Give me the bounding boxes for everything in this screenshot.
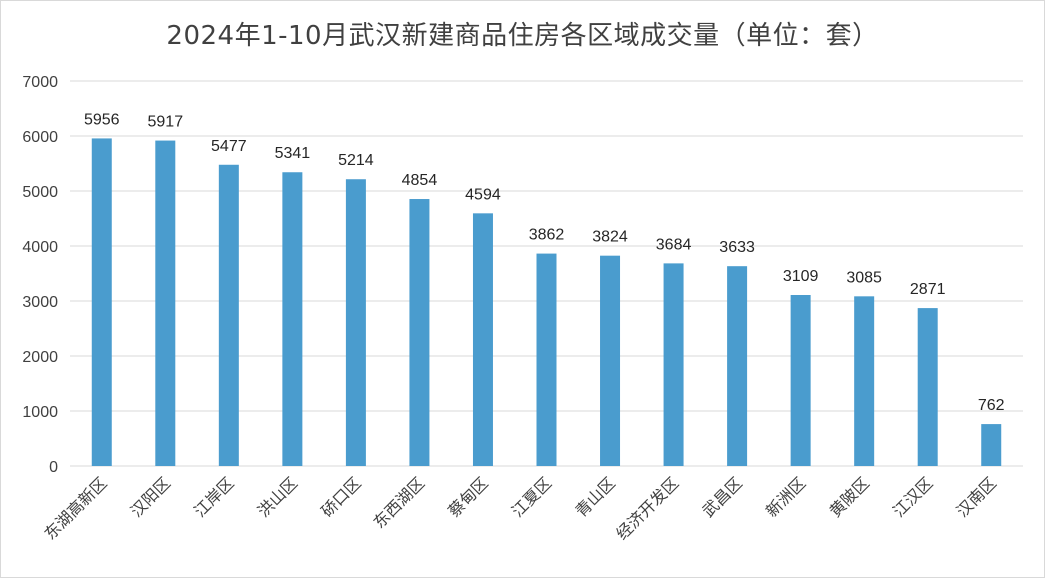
y-tick-label: 0 <box>49 459 58 476</box>
bar-value-label: 2871 <box>910 281 946 298</box>
y-tick-label: 2000 <box>22 349 58 366</box>
bar <box>727 266 748 466</box>
bars <box>91 138 1002 467</box>
x-category-label: 蔡甸区 <box>444 473 491 520</box>
x-category-label: 经济开发区 <box>612 473 682 543</box>
bar <box>91 138 112 467</box>
x-category-label: 东湖高新区 <box>41 473 111 543</box>
y-tick-label: 1000 <box>22 404 58 421</box>
bar <box>790 295 811 466</box>
chart-title: 2024年1-10月武汉新建商品住房各区域成交量（单位：套） <box>166 21 879 51</box>
bar-value-label: 3824 <box>592 229 628 246</box>
bar <box>600 255 621 466</box>
y-tick-label: 5000 <box>22 184 58 201</box>
bar <box>282 172 303 466</box>
bar-value-label: 3109 <box>783 268 819 285</box>
y-tick-label: 7000 <box>22 74 58 91</box>
bar <box>981 424 1002 466</box>
bar <box>472 213 493 466</box>
bar-value-label: 5214 <box>338 152 374 169</box>
x-category-label: 黄陂区 <box>826 473 873 520</box>
bar <box>536 253 557 466</box>
y-axis-ticks: 0 1000 2000 3000 4000 5000 6000 7000 <box>22 74 58 476</box>
x-category-label: 汉南区 <box>953 473 1000 520</box>
x-category-label: 硚口区 <box>317 473 364 520</box>
x-category-label: 汉阳区 <box>127 473 174 520</box>
bar-value-label: 4594 <box>465 186 501 203</box>
x-category-label: 新洲区 <box>762 473 809 520</box>
bar-value-label: 5956 <box>84 111 120 128</box>
y-tick-label: 6000 <box>22 129 58 146</box>
bar-value-label: 5477 <box>211 138 247 155</box>
x-category-label: 江夏区 <box>508 473 555 520</box>
bar <box>409 199 430 466</box>
bar-value-label: 3684 <box>656 236 692 253</box>
x-category-label: 青山区 <box>571 473 618 520</box>
bar-value-label: 3085 <box>846 269 882 286</box>
bar-value-label: 3633 <box>719 239 755 256</box>
y-tick-label: 4000 <box>22 239 58 256</box>
bar <box>917 308 938 466</box>
x-category-label: 武昌区 <box>699 473 746 520</box>
bar <box>218 164 239 466</box>
x-category-label: 东西湖区 <box>370 473 429 532</box>
bar <box>854 296 875 466</box>
bar-value-label: 5917 <box>148 114 184 131</box>
data-labels: 5956 5917 5477 5341 5214 4854 4594 3862 3824 3684… <box>84 111 1005 414</box>
bar <box>345 179 366 467</box>
bar-value-label: 3862 <box>529 227 565 244</box>
bar <box>663 263 684 466</box>
x-category-label: 洪山区 <box>254 473 301 520</box>
bar-value-label: 762 <box>978 397 1005 414</box>
x-category-label: 江汉区 <box>889 473 936 520</box>
bar-value-label: 5341 <box>275 145 311 162</box>
y-tick-label: 3000 <box>22 294 58 311</box>
bar-value-label: 4854 <box>402 172 438 189</box>
x-category-label: 江岸区 <box>190 473 237 520</box>
bar <box>155 140 176 466</box>
